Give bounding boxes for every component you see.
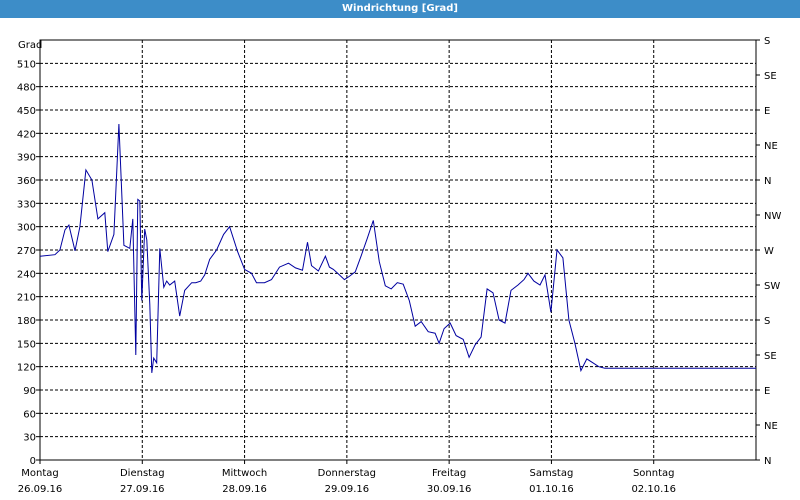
x-tick-date: 28.09.16 — [222, 484, 267, 495]
x-tick-date: 26.09.16 — [18, 484, 63, 495]
y-axis-right: N NE E SE S SW W NW N NE E SE S — [756, 36, 781, 467]
y-tick-label: 390 — [17, 153, 36, 164]
y2-tick-label: E — [764, 106, 770, 117]
x-tick-day: Montag — [21, 468, 58, 479]
x-tick-date: 29.09.16 — [325, 484, 370, 495]
y-tick-label: 180 — [17, 316, 36, 327]
x-tick-date: 27.09.16 — [120, 484, 165, 495]
y2-tick-label: S — [764, 316, 770, 327]
y2-tick-label: W — [764, 246, 774, 257]
y-tick-label: 120 — [17, 363, 36, 374]
y-tick-label: 30 — [23, 433, 36, 444]
y2-tick-label: S — [764, 36, 770, 47]
y-axis-label: Grad — [18, 40, 42, 51]
y-axis-left: 0 30 60 90 120 150 180 210 240 270 300 330 360 390 420… — [17, 59, 40, 467]
y2-tick-label: NE — [764, 141, 778, 152]
y-tick-label: 240 — [17, 269, 36, 280]
y2-tick-label: SE — [764, 71, 777, 82]
y-tick-label: 210 — [17, 293, 36, 304]
y-tick-label: 90 — [23, 386, 36, 397]
window-title: Windrichtung [Grad] — [0, 0, 800, 18]
series-line-wind-direction — [39, 123, 756, 373]
x-tick-date: 01.10.16 — [529, 484, 574, 495]
y2-tick-label: E — [764, 386, 770, 397]
series-layer — [39, 123, 756, 373]
y-tick-label: 480 — [17, 83, 36, 94]
y-tick-label: 150 — [17, 339, 36, 350]
y-tick-label: 270 — [17, 246, 36, 257]
y2-tick-label: NE — [764, 421, 778, 432]
x-tick-day: Samstag — [530, 468, 574, 479]
x-tick-date: 02.10.16 — [631, 484, 676, 495]
x-tick-date: 30.09.16 — [427, 484, 472, 495]
x-tick-day: Freitag — [432, 468, 466, 479]
y-tick-label: 60 — [23, 409, 36, 420]
y-tick-label: 420 — [17, 129, 36, 140]
y2-tick-label: SE — [764, 351, 777, 362]
y2-tick-label: N — [764, 176, 771, 187]
y2-tick-label: SW — [764, 281, 780, 292]
y2-tick-label: N — [764, 456, 771, 467]
y-tick-label: 0 — [30, 456, 36, 467]
y-tick-label: 360 — [17, 176, 36, 187]
y2-tick-label: NW — [764, 211, 781, 222]
x-axis: Montag 26.09.16 Dienstag 27.09.16 Mittwoch 28… — [18, 460, 676, 495]
x-tick-day: Dienstag — [120, 468, 165, 479]
x-tick-day: Mittwoch — [222, 468, 267, 479]
y-tick-label: 300 — [17, 223, 36, 234]
y-tick-label: 450 — [17, 106, 36, 117]
x-tick-day: Donnerstag — [318, 468, 376, 479]
chart-grid — [40, 40, 756, 460]
x-tick-day: Sonntag — [633, 468, 675, 479]
y-tick-label: 330 — [17, 199, 36, 210]
y-tick-label: 510 — [17, 59, 36, 70]
